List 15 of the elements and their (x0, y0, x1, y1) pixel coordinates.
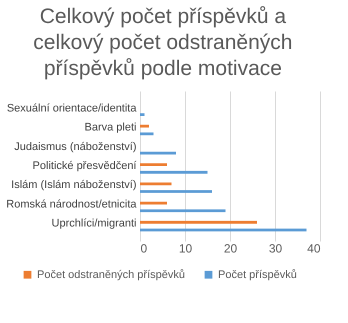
y-tick-label: Sexuální orientace/identita (6, 102, 138, 114)
y-tick-label: Politické přesvědčení (32, 160, 138, 172)
x-tick-label: 20 (224, 242, 238, 256)
y-tick-label: Romská národnost/etnicita (6, 198, 138, 210)
chart-title: Celkový počet příspěvků a celkový počet odstraněných příspěvků podle motivace (33, 5, 292, 80)
x-tick-label: 30 (268, 242, 282, 256)
legend-label: Počet odstraněných příspěvků (37, 268, 185, 281)
x-tick-label: 40 (307, 242, 321, 256)
x-tick-label: 0 (140, 242, 148, 256)
y-tick-label: Barva pleti (84, 122, 136, 134)
y-tick-label: Judaismus (náboženství) (14, 140, 136, 153)
legend-label: Počet příspěvků (218, 268, 297, 281)
y-tick-label: Uprchlíci/migranti (52, 218, 136, 230)
y-tick-label: Islám (Islám náboženství) (11, 179, 136, 192)
x-tick-label: 10 (178, 242, 192, 256)
